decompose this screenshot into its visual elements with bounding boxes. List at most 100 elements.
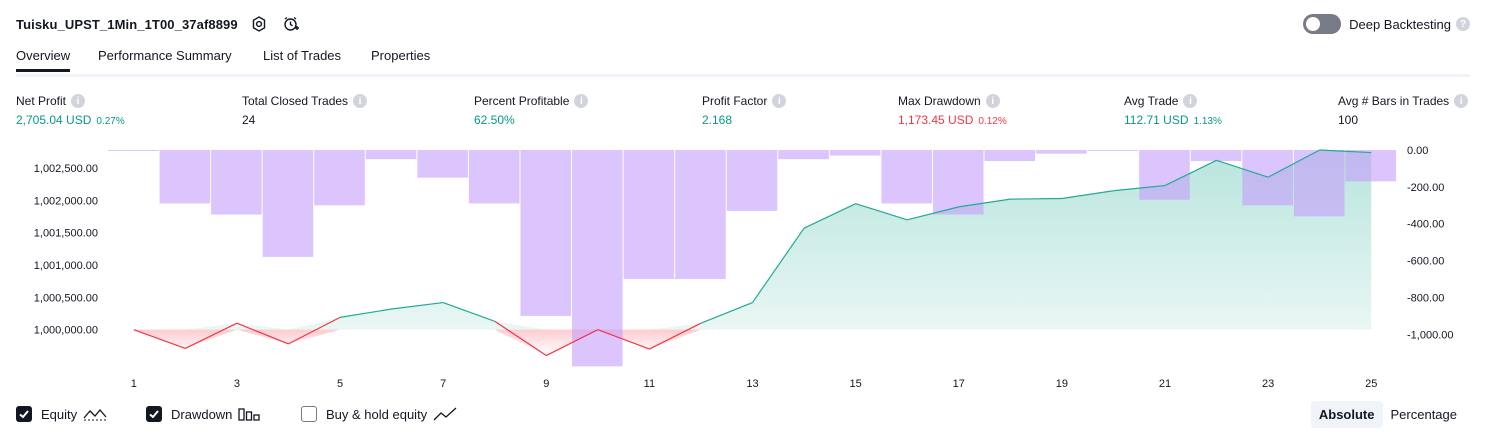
equity-line-segment xyxy=(545,329,599,357)
strategy-header: Tuisku_UPST_1Min_1T00_37af8899 xyxy=(16,12,302,36)
toggle-knob xyxy=(1306,17,1321,31)
y-right-tick-label: -200.00 xyxy=(1407,182,1444,194)
tab-properties[interactable]: Properties xyxy=(371,48,431,63)
equity-line-segment xyxy=(442,301,495,322)
buy-hold-label: Buy & hold equity xyxy=(326,406,428,422)
info-icon[interactable]: i xyxy=(1454,94,1469,108)
info-icon[interactable]: i xyxy=(353,94,368,108)
x-tick-label: 21 xyxy=(1159,378,1171,390)
x-tick-label: 15 xyxy=(849,378,861,390)
stat-avg-trade: Avg Trade i 112.71 USD 1.13% xyxy=(1124,94,1222,127)
drawdown-bar xyxy=(726,150,778,211)
absolute-button[interactable]: Absolute xyxy=(1310,400,1383,428)
y-right-tick-label: -1,000.00 xyxy=(1407,329,1453,341)
stat-max-drawdown: Max Drawdown i 1,173.45 USD 0.12% xyxy=(898,94,1007,127)
x-tick-label: 1 xyxy=(131,378,137,390)
info-icon[interactable]: i xyxy=(574,94,589,108)
tab-list-of-trades[interactable]: List of Trades xyxy=(263,48,342,63)
stat-value: 100 xyxy=(1338,113,1359,127)
drawdown-checkbox[interactable] xyxy=(146,406,162,422)
equity-line-segment xyxy=(133,329,186,349)
x-tick-label: 17 xyxy=(953,378,965,390)
y-left-tick-label: 1,000,000.00 xyxy=(34,325,98,337)
buy-hold-checkbox[interactable] xyxy=(301,406,317,422)
stat-value: 2.168 xyxy=(702,113,733,127)
info-icon[interactable]: i xyxy=(71,94,86,108)
info-icon[interactable]: i xyxy=(1183,94,1198,108)
drawdown-bar xyxy=(1139,150,1190,200)
drawdown-bar xyxy=(262,150,314,257)
equity-line-segment xyxy=(649,322,702,350)
stat-label: Avg # Bars in Trades xyxy=(1338,94,1450,108)
tab-overview[interactable]: Overview xyxy=(16,48,71,72)
info-icon[interactable]: i xyxy=(985,94,1000,108)
y-left-tick-label: 1,002,500.00 xyxy=(34,163,98,175)
equity-line-segment xyxy=(855,203,908,221)
drawdown-bar xyxy=(520,150,572,316)
equity-line-segment xyxy=(236,322,289,345)
deep-backtesting-toggle[interactable] xyxy=(1303,14,1342,34)
y-left-tick-label: 1,002,000.00 xyxy=(34,195,98,207)
equity-line-segment xyxy=(597,329,650,350)
percentage-button[interactable]: Percentage xyxy=(1390,406,1458,422)
equity-checkbox[interactable] xyxy=(16,406,32,422)
drawdown-bar xyxy=(1036,150,1087,154)
x-tick-label: 25 xyxy=(1365,378,1377,390)
tab-bar: Overview Performance Summary List of Tra… xyxy=(16,44,1470,77)
equity-line-segment xyxy=(803,203,856,229)
equity-line-segment xyxy=(700,301,753,324)
equity-line-segment xyxy=(752,227,805,303)
stat-profit-factor: Profit Factor i 2.168 xyxy=(702,94,787,127)
equity-line-segment xyxy=(1319,149,1372,154)
equity-label: Equity xyxy=(41,406,78,422)
y-left-tick-label: 1,001,000.00 xyxy=(34,260,98,272)
drawdown-bar xyxy=(881,150,932,204)
x-tick-label: 23 xyxy=(1262,378,1274,390)
tab-performance-summary[interactable]: Performance Summary xyxy=(98,48,232,63)
equity-line-segment xyxy=(907,206,959,221)
drawdown-bar xyxy=(932,150,984,215)
legend-buy-hold[interactable]: Buy & hold equity xyxy=(301,404,457,424)
drawdown-bar xyxy=(778,150,829,160)
info-icon[interactable]: i xyxy=(772,94,787,108)
drawdown-bars-icon xyxy=(238,408,261,421)
drawdown-bar xyxy=(1087,150,1139,151)
y-right-tick-label: 0.00 xyxy=(1407,145,1428,157)
stat-value: 24 xyxy=(242,113,256,127)
stat-label: Profit Factor xyxy=(702,94,768,108)
stat-label: Percent Profitable xyxy=(474,94,570,108)
stat-net-profit: Net Profit i 2,705.04 USD 0.27% xyxy=(16,94,125,127)
drawdown-bar xyxy=(417,150,468,178)
x-tick-label: 3 xyxy=(234,378,240,390)
drawdown-label: Drawdown xyxy=(171,406,233,422)
equity-line-icon xyxy=(83,408,107,421)
stat-percent: 1.13% xyxy=(1193,116,1222,127)
stat-label: Avg Trade xyxy=(1124,94,1179,108)
stat-total-closed-trades: Total Closed Trades i 24 xyxy=(242,94,368,127)
x-tick-label: 13 xyxy=(746,378,758,390)
equity-line-segment xyxy=(494,320,547,357)
stat-avg-bars-in-trades: Avg # Bars in Trades i 100 xyxy=(1338,94,1469,127)
stat-value: 1,173.45 USD xyxy=(898,113,974,127)
help-icon[interactable]: ? xyxy=(1456,17,1470,31)
add-alert-clock-icon[interactable] xyxy=(280,13,302,35)
equity-line-segment xyxy=(1061,190,1114,200)
legend-drawdown[interactable]: Drawdown xyxy=(146,404,261,424)
equity-line-segment xyxy=(391,301,444,310)
drawdown-bar xyxy=(675,150,726,280)
stat-label: Max Drawdown xyxy=(898,94,981,108)
equity-drawdown-chart[interactable]: 1,000,000.00 1,000,500.00 1,001,000.00 1,00… xyxy=(0,140,1486,395)
stat-percent: 0.12% xyxy=(978,116,1007,127)
settings-gear-icon[interactable] xyxy=(248,13,270,35)
equity-line-segment xyxy=(1113,184,1166,192)
stat-value: 62.50% xyxy=(474,113,515,127)
display-mode-switch: Absolute Percentage xyxy=(1310,400,1465,428)
drawdown-bar xyxy=(1293,150,1345,217)
equity-area-fill xyxy=(133,150,1372,330)
stat-value: 2,705.04 USD xyxy=(16,113,92,127)
y-left-tick-label: 1,001,500.00 xyxy=(34,228,98,240)
legend-equity[interactable]: Equity xyxy=(16,404,107,424)
y-left-tick-label: 1,000,500.00 xyxy=(34,292,98,304)
drawdown-bar xyxy=(1242,150,1293,206)
equity-line-segment xyxy=(1267,149,1320,178)
